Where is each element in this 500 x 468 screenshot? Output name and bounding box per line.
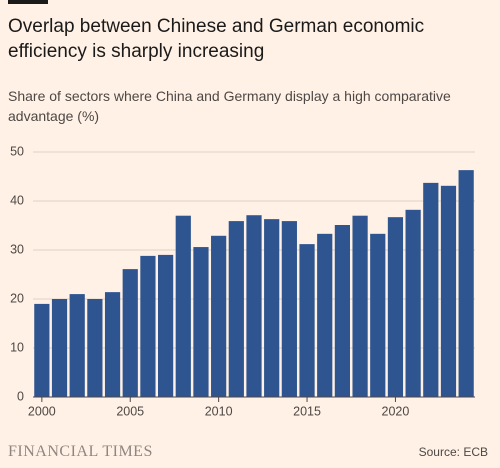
bar xyxy=(104,292,121,397)
bar xyxy=(140,255,156,397)
bar xyxy=(370,233,386,397)
y-tick-label: 20 xyxy=(10,291,24,305)
bar xyxy=(281,221,297,397)
brand: FINANCIAL TIMES xyxy=(8,443,153,460)
bar xyxy=(440,185,457,397)
y-tick-label: 0 xyxy=(17,389,24,403)
bar xyxy=(69,294,85,397)
source: Source: ECB xyxy=(418,445,488,459)
bar xyxy=(51,299,68,397)
bar xyxy=(228,221,244,397)
bar xyxy=(405,209,421,397)
x-tick-label: 2020 xyxy=(382,404,410,418)
bar xyxy=(317,233,333,397)
bar xyxy=(246,215,262,397)
y-tick-label: 50 xyxy=(10,144,24,158)
x-tick-label: 2010 xyxy=(205,404,233,418)
bar xyxy=(423,182,439,397)
chart-title: Overlap between Chinese and German econo… xyxy=(8,16,425,62)
x-tick-label: 2005 xyxy=(116,404,144,418)
y-tick-label: 40 xyxy=(10,193,24,207)
chart-subtitle: Share of sectors where China and Germany… xyxy=(8,88,451,124)
bar xyxy=(352,215,368,397)
bar xyxy=(211,235,227,397)
y-tick-label: 10 xyxy=(10,340,24,354)
x-tick-label: 2000 xyxy=(28,404,56,418)
bar xyxy=(175,215,191,397)
brand-rule xyxy=(8,0,48,4)
bar xyxy=(87,299,103,397)
bar xyxy=(334,225,351,397)
x-tick-label: 2015 xyxy=(293,404,321,418)
bar xyxy=(387,217,404,397)
bar xyxy=(34,303,50,397)
bar xyxy=(193,247,209,397)
bar xyxy=(458,170,474,397)
bar xyxy=(122,269,138,397)
y-tick-label: 30 xyxy=(10,242,24,256)
bar xyxy=(299,244,315,397)
bar xyxy=(157,254,174,397)
bar xyxy=(264,219,280,397)
